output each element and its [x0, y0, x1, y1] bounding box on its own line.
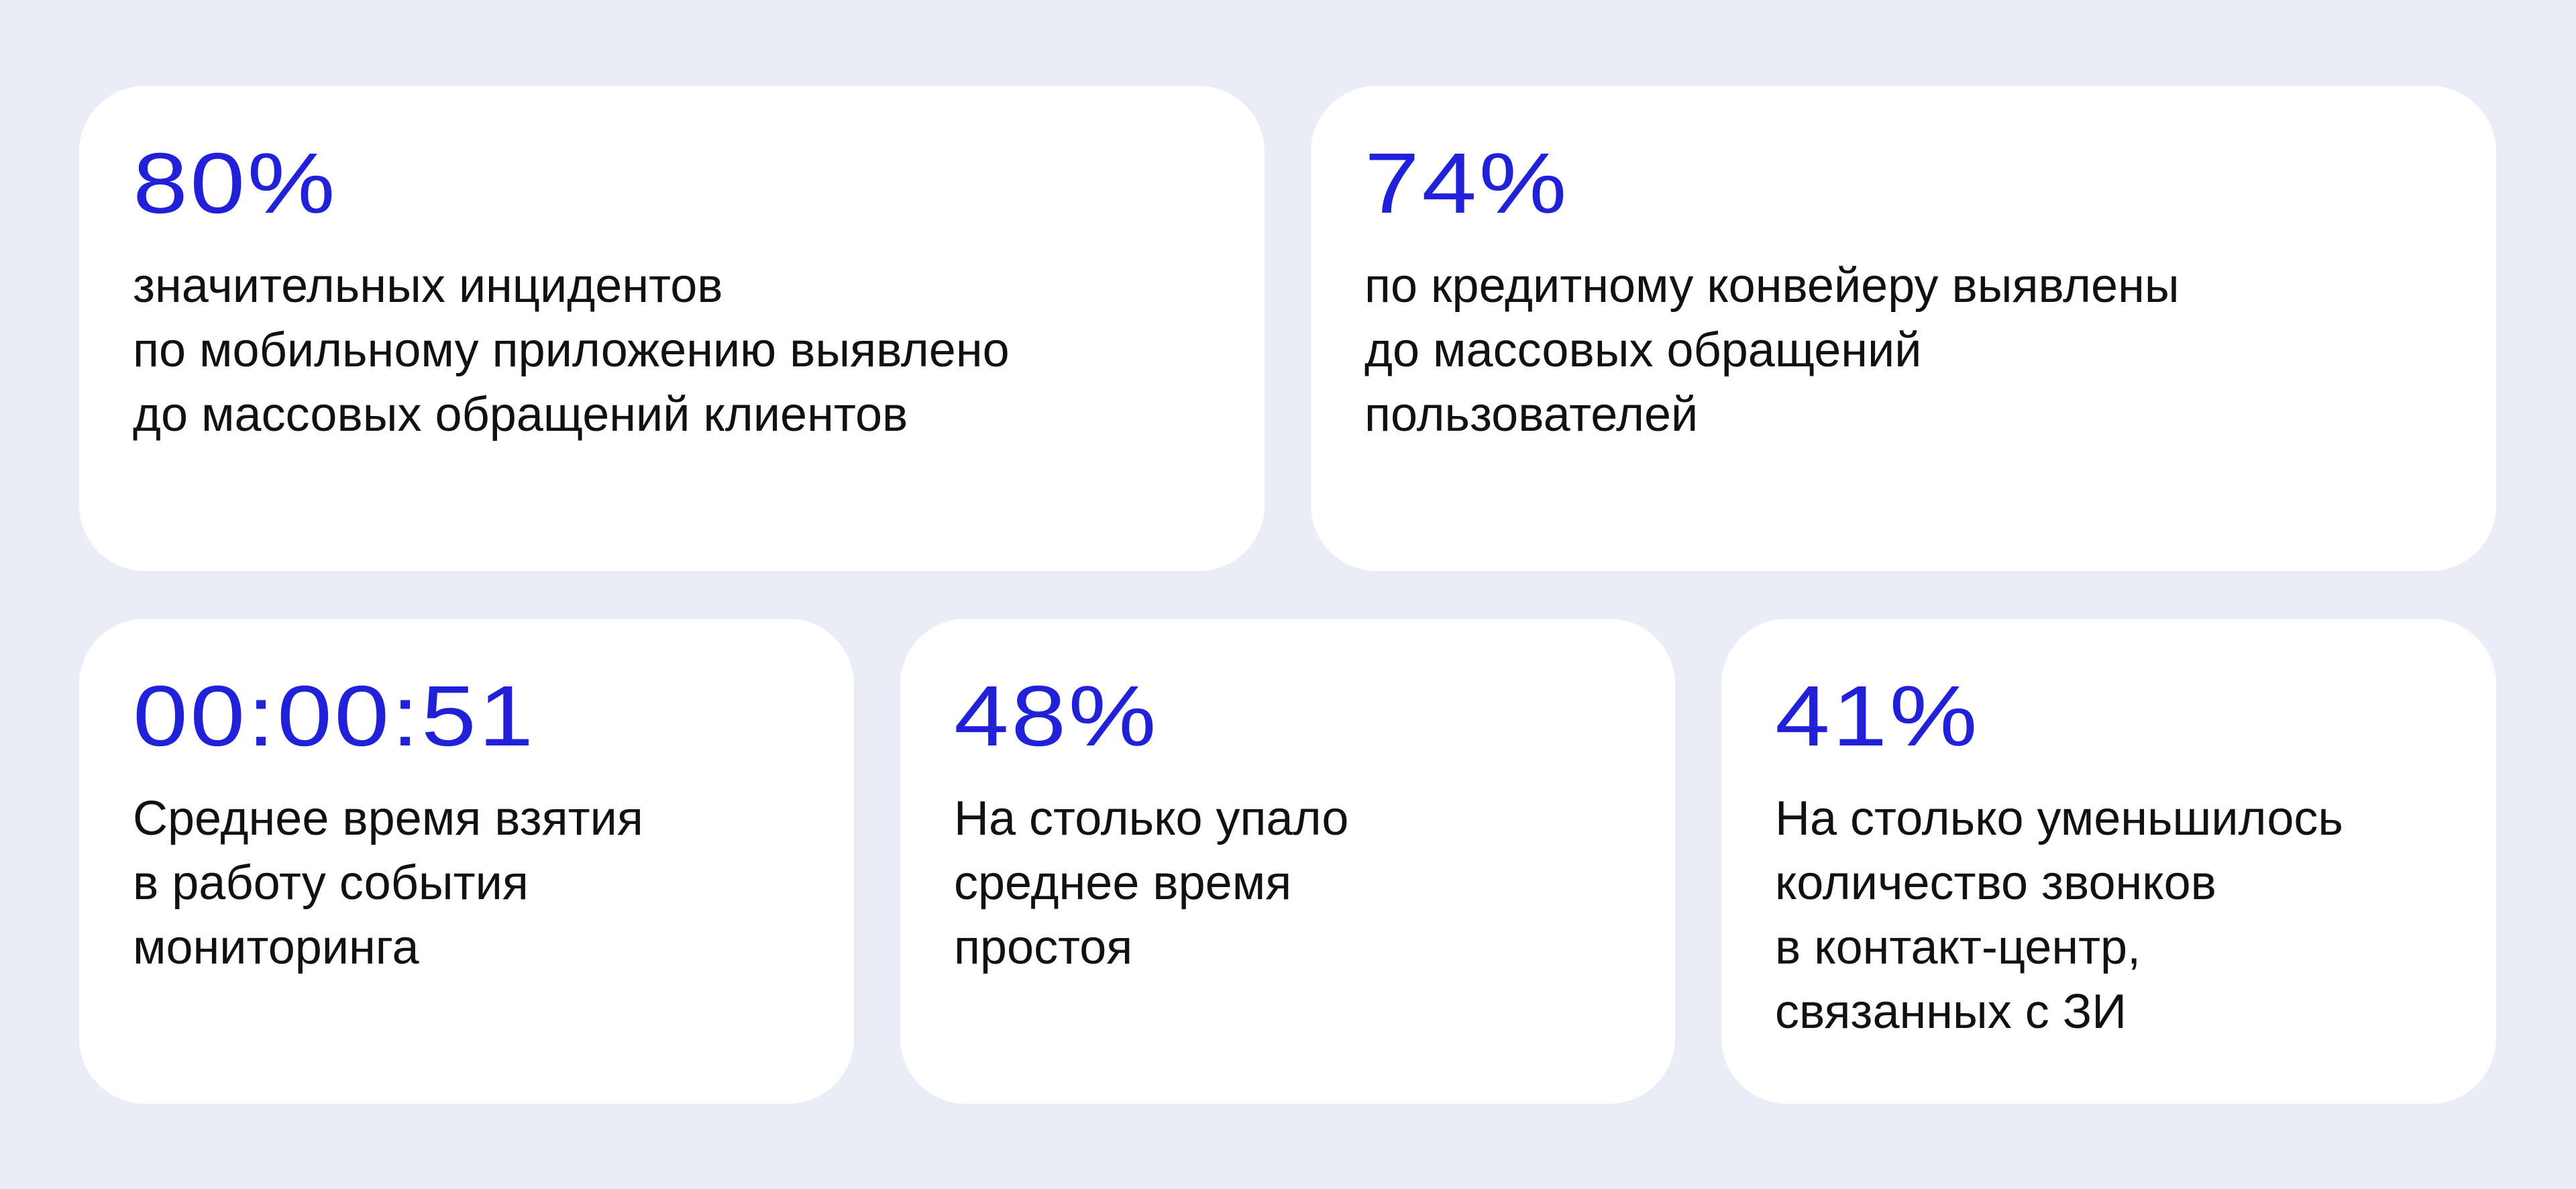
- stat-description-line: в работу события: [133, 856, 529, 910]
- stat-card-credit-pipeline: 74% по кредитному конвейеру выявлены до …: [1311, 86, 2496, 571]
- stat-card-mobile-incidents: 80% значительных инцидентов по мобильном…: [79, 86, 1265, 571]
- stat-value: 74%: [1364, 136, 1569, 231]
- stat-description-line: мониторинга: [133, 921, 419, 974]
- stat-description: по кредитному конвейеру выявлены до масс…: [1364, 254, 2496, 447]
- stat-description-line: На столько уменьшилось: [1775, 792, 2343, 845]
- stat-value: 80%: [133, 136, 337, 231]
- stat-description-line: по кредитному конвейеру выявлены: [1364, 259, 2180, 313]
- stat-description-line: простоя: [954, 921, 1133, 974]
- stat-description-line: пользователей: [1364, 388, 1699, 442]
- stat-description-line: связанных с ЗИ: [1775, 985, 2127, 1039]
- stat-description: Среднее время взятия в работу события мо…: [133, 786, 854, 980]
- stat-description: На столько уменьшилось количество звонко…: [1775, 786, 2496, 1044]
- stat-description-line: На столько упало: [954, 792, 1349, 845]
- stat-card-contact-center-calls: 41% На столько уменьшилось количество зв…: [1721, 619, 2496, 1104]
- stat-description-line: до массовых обращений клиентов: [133, 388, 908, 442]
- stat-value: 48%: [954, 668, 1159, 764]
- stat-description-line: среднее время: [954, 856, 1292, 910]
- stat-value: 41%: [1775, 668, 1980, 764]
- stat-description: значительных инцидентов по мобильному пр…: [133, 254, 1265, 447]
- stat-card-downtime: 48% На столько упало среднее время прост…: [900, 619, 1675, 1104]
- stat-description-line: в контакт-центр,: [1775, 921, 2141, 974]
- stat-card-response-time: 00:00:51 Среднее время взятия в работу с…: [79, 619, 854, 1104]
- stat-description-line: значительных инцидентов: [133, 259, 723, 313]
- stat-value: 00:00:51: [133, 668, 536, 764]
- stat-description: На столько упало среднее время простоя: [954, 786, 1675, 980]
- stat-description-line: по мобильному приложению выявлено: [133, 323, 1010, 377]
- stat-description-line: до массовых обращений: [1364, 323, 1922, 377]
- stat-description-line: количество звонков: [1775, 856, 2216, 910]
- stat-description-line: Среднее время взятия: [133, 792, 643, 845]
